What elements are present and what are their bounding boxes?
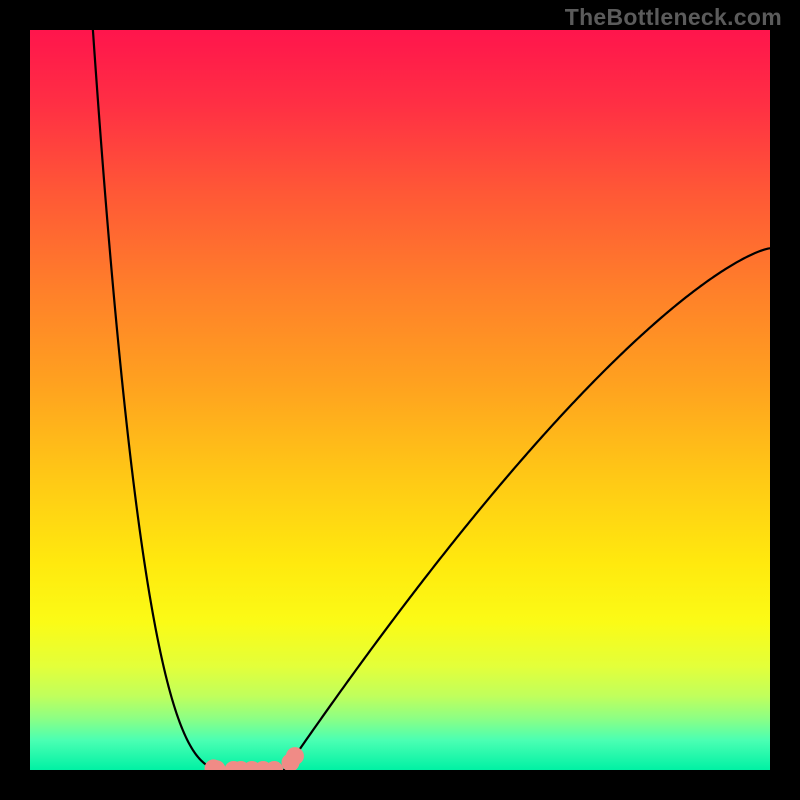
gradient-background — [30, 30, 770, 770]
curve-marker — [286, 747, 304, 765]
bottleneck-curve-chart — [0, 0, 800, 800]
watermark-text: TheBottleneck.com — [565, 4, 782, 31]
